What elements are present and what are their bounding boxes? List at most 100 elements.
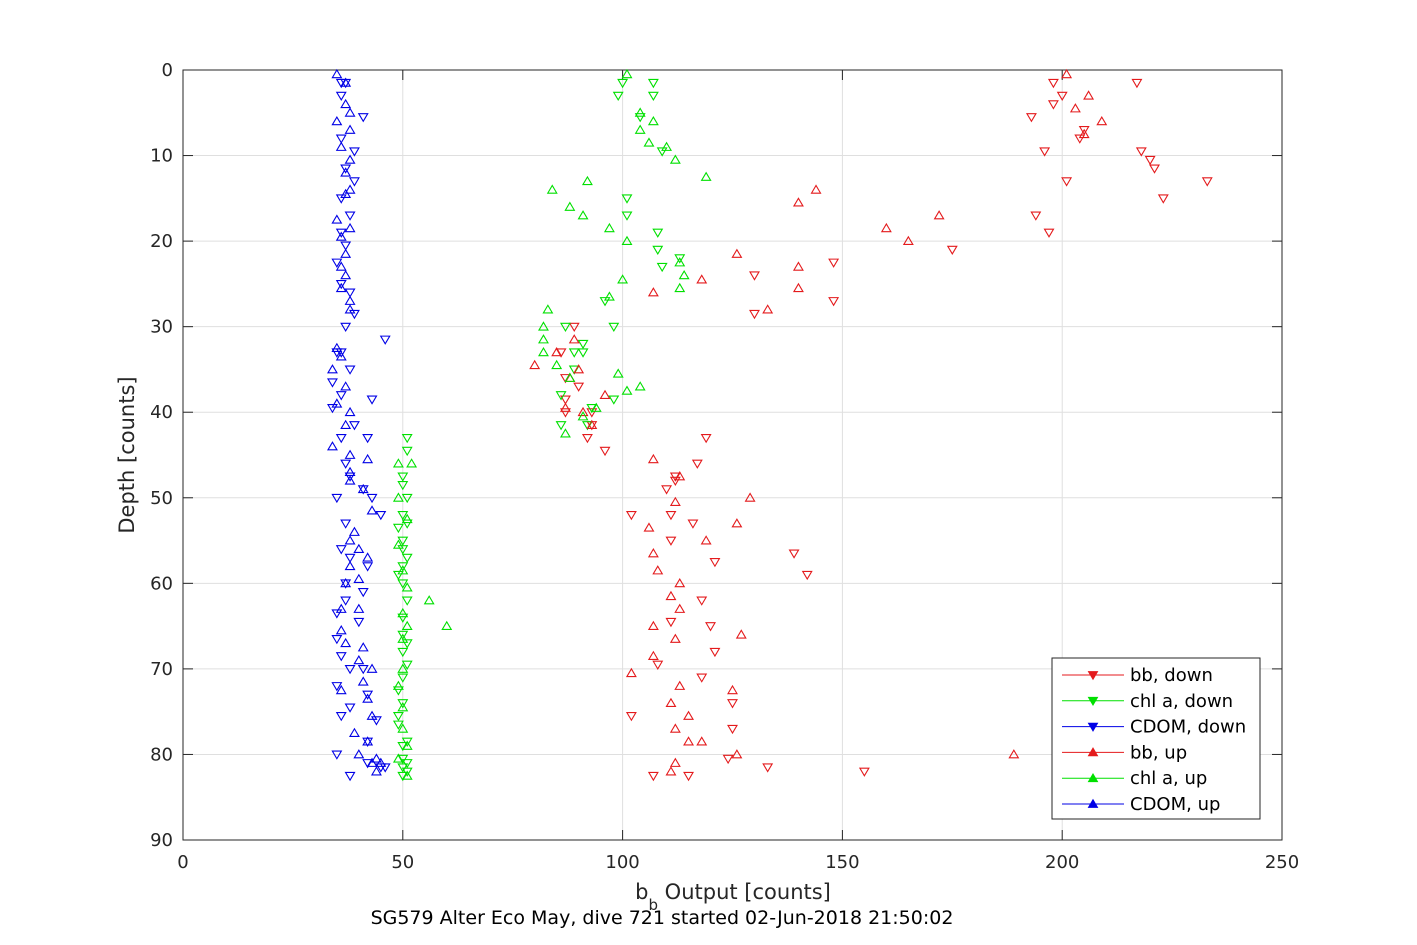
plot-area-frame	[182, 69, 1283, 841]
data-point	[331, 609, 343, 619]
data-point	[335, 684, 347, 695]
data-point	[335, 351, 347, 361]
y-tick-label: 60	[150, 573, 173, 594]
data-point	[327, 441, 338, 451]
data-point	[348, 727, 360, 737]
data-point	[327, 404, 338, 414]
data-point	[538, 321, 549, 331]
data-point	[340, 577, 352, 588]
x-tick-label: 150	[825, 852, 859, 873]
data-point	[858, 767, 870, 777]
data-point	[634, 107, 646, 117]
data-point	[559, 402, 571, 412]
data-point	[559, 408, 571, 418]
data-point	[397, 565, 409, 575]
data-point	[709, 558, 721, 568]
data-point	[669, 757, 681, 767]
data-point	[621, 385, 633, 395]
legend-marker	[1087, 671, 1099, 681]
data-point	[634, 381, 646, 391]
y-tick-label: 10	[150, 146, 173, 167]
y-tick-label: 80	[150, 744, 173, 765]
data-point	[700, 535, 712, 545]
data-point	[335, 279, 347, 290]
data-point	[344, 472, 356, 482]
data-point	[577, 348, 589, 358]
data-point	[1157, 194, 1169, 204]
data-point	[331, 342, 343, 352]
legend-label: CDOM, down	[1130, 717, 1246, 738]
figure-caption: SG579 Alter Eco May, dive 721 started 02…	[371, 907, 954, 929]
data-point	[353, 603, 365, 613]
legend-marker	[1087, 798, 1099, 808]
data-point	[401, 553, 413, 564]
data-point	[344, 475, 356, 485]
data-point	[375, 510, 387, 521]
data-point	[340, 248, 352, 258]
data-point	[335, 91, 347, 102]
data-point	[647, 453, 659, 464]
data-point	[335, 545, 347, 555]
data-point	[335, 141, 347, 151]
data-point	[362, 453, 374, 464]
data-point	[340, 269, 352, 280]
data-point	[555, 421, 567, 431]
data-point	[331, 398, 343, 408]
data-point	[661, 485, 673, 495]
data-point	[340, 98, 352, 109]
data-point	[1056, 91, 1068, 102]
data-point	[1078, 128, 1090, 139]
data-point	[357, 664, 369, 675]
data-point	[665, 590, 677, 601]
data-point	[577, 406, 589, 417]
data-point	[362, 690, 374, 700]
data-point	[331, 682, 343, 692]
data-point	[392, 458, 404, 468]
legend-marker	[1087, 747, 1099, 757]
data-point	[933, 210, 945, 220]
data-point	[564, 372, 576, 382]
data-point	[335, 652, 347, 662]
data-point	[603, 222, 615, 233]
data-point	[647, 287, 659, 297]
data-point	[665, 697, 677, 708]
data-point	[392, 570, 404, 581]
data-point	[647, 78, 659, 89]
data-point	[344, 703, 356, 713]
data-point	[344, 535, 356, 545]
data-point	[331, 68, 343, 79]
y-tick-label: 90	[150, 830, 173, 851]
data-point	[647, 115, 659, 126]
data-point	[362, 562, 374, 572]
data-point	[335, 261, 347, 271]
data-point	[353, 543, 365, 554]
data-point	[392, 720, 404, 730]
data-point	[340, 164, 352, 174]
data-point	[608, 395, 620, 405]
data-point	[559, 395, 571, 405]
data-point	[397, 647, 409, 658]
data-point	[647, 650, 659, 660]
data-point	[362, 736, 374, 746]
data-point	[1144, 155, 1156, 166]
data-point	[652, 660, 664, 670]
data-point	[643, 137, 655, 147]
data-point	[643, 522, 655, 532]
data-point	[335, 712, 347, 722]
data-point	[344, 771, 356, 782]
data-point	[665, 510, 677, 521]
data-point	[353, 654, 365, 665]
x-tick-label: 50	[391, 852, 414, 873]
data-point	[357, 642, 369, 652]
series-chl-a-down	[392, 78, 686, 782]
data-point	[828, 258, 840, 268]
data-point	[392, 753, 404, 763]
data-point	[401, 660, 413, 670]
data-point	[344, 288, 356, 298]
data-point	[581, 433, 593, 444]
data-point	[696, 673, 708, 683]
data-point	[344, 107, 356, 117]
data-point	[828, 297, 840, 307]
data-point	[344, 553, 356, 564]
